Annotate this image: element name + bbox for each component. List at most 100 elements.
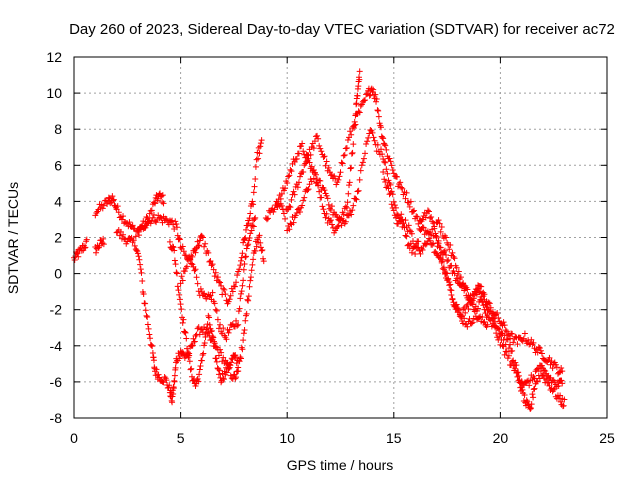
data-point: [383, 146, 390, 153]
data-point: [349, 207, 356, 214]
data-point: [336, 215, 343, 222]
data-point: [541, 367, 548, 374]
data-point: [380, 155, 387, 162]
data-point: [134, 250, 141, 257]
chart-title: Day 260 of 2023, Sidereal Day-to-day VTE…: [69, 21, 615, 38]
data-point: [480, 293, 487, 300]
data-point: [284, 206, 291, 213]
data-point: [354, 188, 361, 195]
data-point: [558, 377, 565, 384]
data-point: [327, 207, 334, 214]
data-point: [179, 319, 186, 326]
data-point: [241, 326, 248, 333]
data-point: [325, 201, 332, 208]
data-point: [466, 296, 473, 303]
data-point: [338, 159, 345, 166]
data-point: [226, 326, 233, 333]
data-point: [509, 358, 516, 365]
data-point: [509, 347, 516, 354]
data-point: [191, 267, 198, 274]
data-point: [239, 250, 246, 257]
data-point: [340, 211, 347, 218]
data-point: [473, 308, 480, 315]
data-point: [188, 260, 195, 267]
data-point: [176, 296, 183, 303]
data-point: [430, 220, 437, 227]
data-point: [148, 207, 155, 214]
data-point: [202, 334, 209, 341]
data-point: [176, 291, 183, 298]
data-point: [462, 285, 469, 292]
data-point: [129, 222, 136, 229]
data-point: [138, 269, 145, 276]
series-trace-l: [433, 217, 566, 390]
data-point: [238, 290, 245, 297]
data-point: [368, 85, 375, 92]
data-point: [374, 107, 381, 114]
data-point: [310, 175, 317, 182]
data-point: [403, 233, 410, 240]
data-point: [300, 148, 307, 155]
data-point: [257, 143, 264, 150]
data-point: [348, 164, 355, 171]
data-point: [347, 165, 354, 172]
x-tick-label: 25: [599, 430, 615, 446]
data-point: [75, 253, 82, 260]
data-point: [206, 332, 213, 339]
data-point: [386, 155, 393, 162]
data-point: [356, 68, 363, 75]
data-point: [178, 306, 185, 313]
y-tick-label: 4: [54, 193, 62, 209]
data-point: [170, 385, 177, 392]
data-point: [351, 125, 358, 132]
data-point: [179, 277, 186, 284]
data-point: [194, 280, 201, 287]
data-point: [192, 249, 199, 256]
data-point: [239, 282, 246, 289]
data-point: [469, 301, 476, 308]
data-point: [485, 299, 492, 306]
data-point: [242, 317, 249, 324]
data-point: [326, 217, 333, 224]
data-point: [381, 158, 388, 165]
data-point: [288, 168, 295, 175]
data-point: [355, 108, 362, 115]
data-point: [83, 236, 90, 243]
data-point: [256, 150, 263, 157]
data-point: [464, 301, 471, 308]
data-point: [191, 338, 198, 345]
data-point: [228, 359, 235, 366]
data-point: [481, 318, 488, 325]
data-point: [506, 341, 513, 348]
data-point: [385, 177, 392, 184]
data-point: [299, 202, 306, 209]
data-point: [260, 258, 267, 265]
data-point: [413, 213, 420, 220]
data-point: [248, 267, 255, 274]
data-point: [147, 335, 154, 342]
data-point: [149, 343, 156, 350]
data-point: [440, 266, 447, 273]
series-trace-f: [166, 232, 267, 389]
data-point: [252, 176, 259, 183]
data-point: [505, 352, 512, 359]
data-point: [425, 208, 432, 215]
data-point: [322, 162, 329, 169]
data-point: [81, 245, 88, 252]
data-point: [100, 241, 107, 248]
data-point: [296, 209, 303, 216]
data-point: [234, 322, 241, 329]
data-point: [161, 374, 168, 381]
data-point: [144, 321, 151, 328]
data-point: [189, 253, 196, 260]
data-point: [183, 335, 190, 342]
data-point: [225, 329, 232, 336]
data-point: [406, 227, 413, 234]
data-point: [209, 261, 216, 268]
data-point: [241, 260, 248, 267]
data-point: [443, 234, 450, 241]
data-point: [174, 232, 181, 239]
data-point: [399, 185, 406, 192]
y-tick-label: 12: [46, 49, 62, 65]
data-point: [237, 262, 244, 269]
